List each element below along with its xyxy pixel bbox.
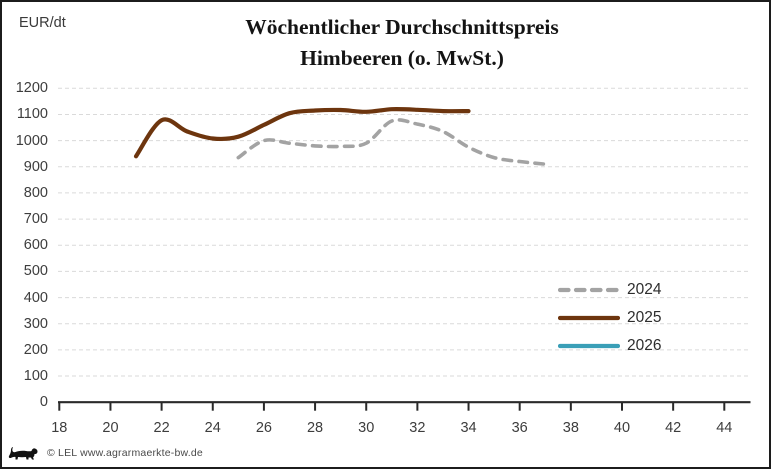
legend-item-2024: 2024: [558, 276, 661, 304]
copyright-text: © LEL www.agrarmaerkte-bw.de: [47, 447, 203, 459]
y-axis-label-300: 300: [23, 315, 48, 332]
x-axis-label-20: 20: [102, 420, 119, 436]
x-axis-label-36: 36: [511, 420, 528, 436]
chart-title: Wöchentlicher Durchschnittspreis Himbeer…: [92, 12, 712, 74]
series-line-2024: [236, 118, 548, 166]
x-axis-label-40: 40: [613, 420, 631, 436]
y-axis-label-700: 700: [23, 211, 48, 228]
legend-label-2025: 2025: [627, 309, 662, 326]
y-axis-label-600: 600: [23, 237, 48, 254]
bw-lion-logo: [8, 446, 38, 459]
x-axis-label-38: 38: [562, 420, 579, 436]
legend-item-2026: 2026: [558, 332, 661, 360]
y-axis-label-400: 400: [23, 289, 48, 306]
y-axis-label-1200: 1200: [15, 80, 48, 97]
y-axis-label-500: 500: [23, 263, 48, 280]
x-axis-label-26: 26: [255, 420, 272, 436]
legend-swatch-2025: [558, 315, 620, 321]
y-axis-label-200: 200: [23, 341, 48, 358]
x-axis-label-32: 32: [409, 420, 426, 436]
x-axis-label-30: 30: [358, 420, 375, 436]
y-axis-label-1100: 1100: [16, 106, 48, 123]
y-axis-unit-label: EUR/dt: [19, 15, 66, 31]
x-axis-label-24: 24: [204, 420, 221, 436]
legend-label-2026: 2026: [627, 337, 662, 354]
legend-swatch-2026: [558, 343, 620, 349]
x-axis-label-22: 22: [153, 420, 170, 436]
series-line-2025: [133, 107, 471, 159]
y-axis-label-0: 0: [39, 394, 48, 411]
x-axis-label-18: 18: [51, 420, 68, 436]
chart-title-line2: Himbeeren (o. MwSt.): [300, 46, 504, 70]
y-axis-label-1000: 1000: [15, 132, 48, 149]
footer: © LEL www.agrarmaerkte-bw.de: [8, 443, 203, 463]
x-axis-label-34: 34: [460, 420, 477, 436]
x-axis-label-28: 28: [306, 420, 324, 436]
legend-item-2025: 2025: [558, 304, 661, 332]
y-axis-label-100: 100: [23, 368, 48, 385]
legend-swatch-2024: [558, 287, 620, 293]
x-axis-label-44: 44: [716, 420, 733, 436]
chart-title-line1: Wöchentlicher Durchschnittspreis: [245, 15, 559, 39]
y-axis-label-900: 900: [23, 158, 48, 175]
chart-legend: 2024 2025 2026: [558, 276, 661, 360]
legend-label-2024: 2024: [627, 281, 662, 298]
y-axis-label-800: 800: [23, 184, 48, 201]
x-axis-label-42: 42: [665, 420, 682, 436]
